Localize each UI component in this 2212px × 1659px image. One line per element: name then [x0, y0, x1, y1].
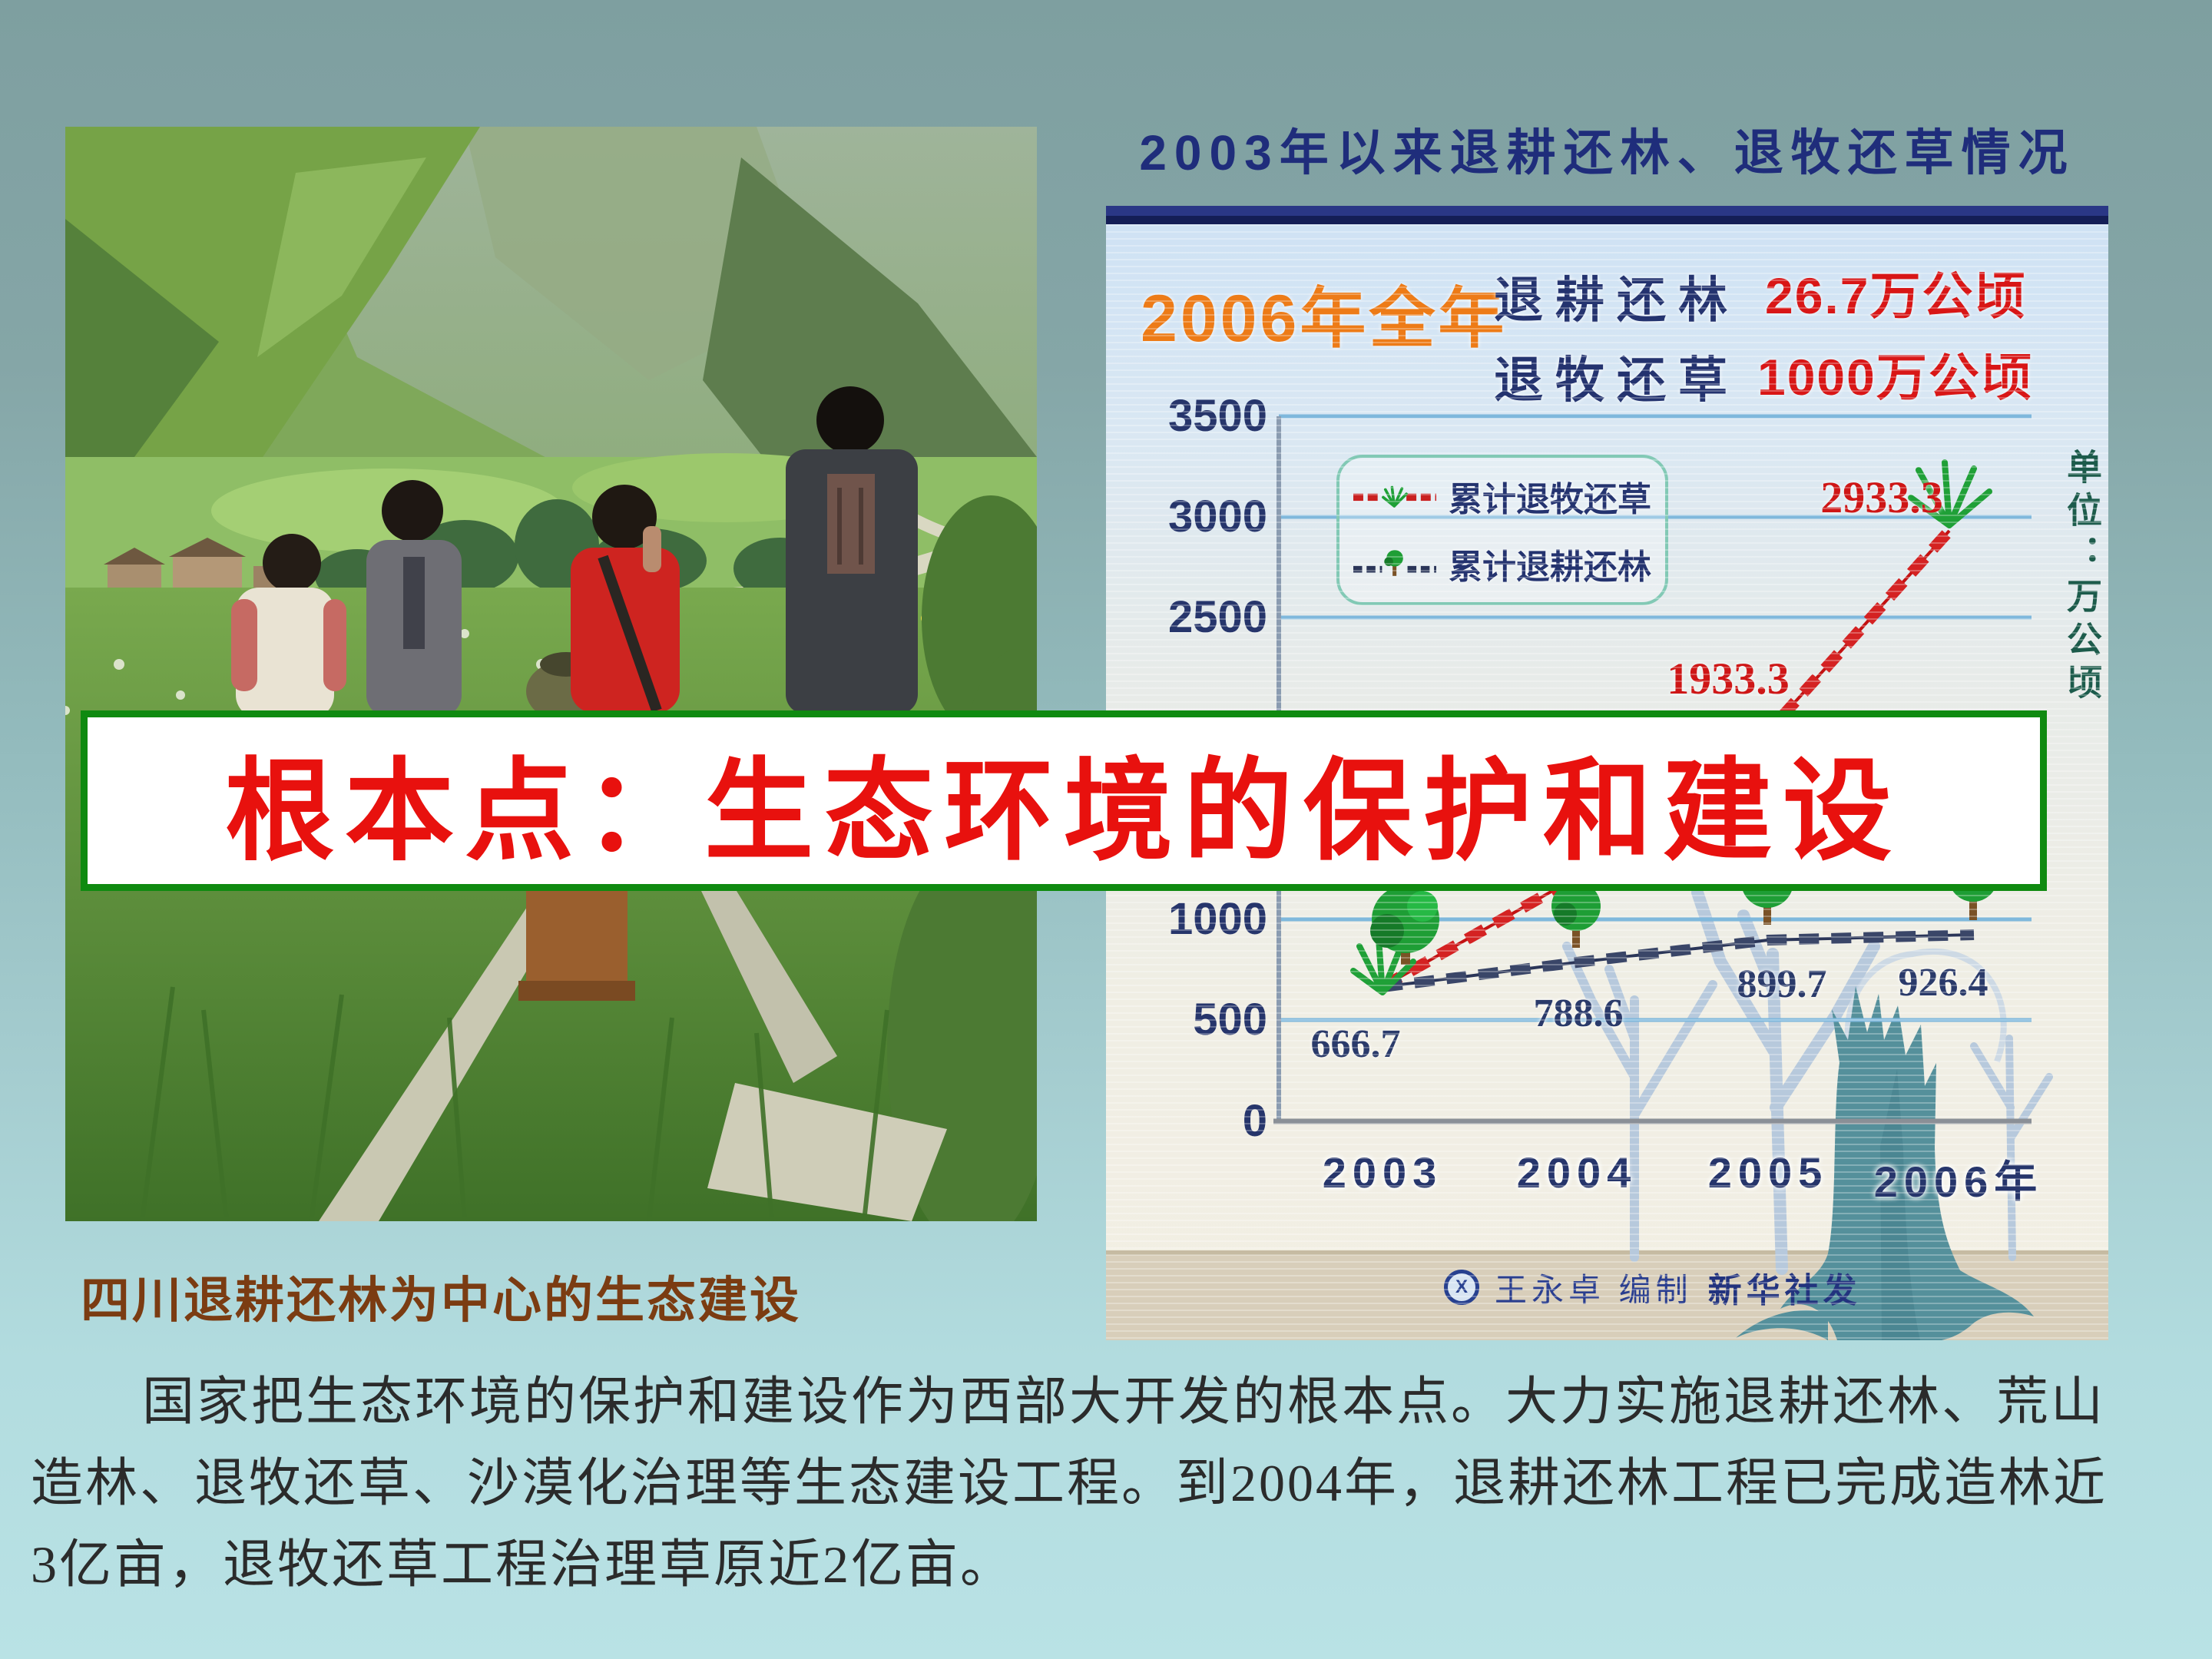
- chart-period-label: 2006年全年: [1141, 282, 1508, 356]
- concrete-channel: [319, 891, 574, 1221]
- navy-dashed-tree-marker-icon: [1353, 550, 1436, 576]
- ytick-0: 0: [1242, 1096, 1267, 1146]
- person-gray-jacket: [366, 480, 462, 717]
- person-red-shirt: [571, 485, 680, 713]
- person-vest: [231, 534, 346, 718]
- value-label-666: 666.7: [1310, 1022, 1401, 1066]
- credit-line: X 王永卓 编制 新华社发: [1444, 1263, 1862, 1312]
- header-row2-value: 1000万公顷: [1757, 349, 2033, 406]
- ytick-2500: 2500: [1167, 592, 1267, 642]
- headline-text: 根本点：生态环境的保护和建设: [225, 750, 1902, 874]
- dead-tree-icon: [1562, 886, 2053, 1275]
- chart-legend: 累计退牧还草 累计退耕还林: [1336, 455, 1668, 605]
- paragraph-line-3: 3亿亩，退牧还草工程治理草原近2亿亩。: [31, 1535, 1015, 1594]
- value-label-926: 926.4: [1898, 961, 1988, 1005]
- xtick-2004: 2004: [1516, 1148, 1637, 1197]
- concrete-channel-2: [701, 891, 837, 1083]
- red-dashed-grass-marker-icon: [1353, 485, 1436, 508]
- wooden-box-lid: [518, 981, 635, 1001]
- legend-label-herd: 累计退牧还草: [1449, 481, 1651, 518]
- body-paragraph: 国家把生态环境的保护和建设作为西部大开发的根本点。大力实施退耕还林、荒山 造林、…: [31, 1361, 2189, 1605]
- slope-highlight: [257, 157, 426, 357]
- chart-title: 2003年以来退耕还林、退牧还草情况: [1139, 125, 2075, 180]
- value-label-788: 788.6: [1533, 992, 1624, 1035]
- legend-row-herd: 累计退牧还草: [1353, 472, 1651, 521]
- headline-banner: 根本点：生态环境的保护和建设: [81, 710, 2047, 891]
- header-row2-label: 退牧还草: [1494, 353, 1740, 408]
- header-row1-value: 26.7万公顷: [1765, 267, 2027, 324]
- credit-agency: 新华社发: [1707, 1272, 1862, 1310]
- people-group: [231, 386, 918, 722]
- tall-grass-strokes: [140, 986, 889, 1221]
- valley-landscape-illustration: [65, 127, 1037, 1221]
- series-line-farm: [1382, 929, 1975, 992]
- grass-icon: [1350, 459, 1992, 995]
- xtick-2006: 2006年: [1873, 1157, 2044, 1206]
- ytick-3500: 3500: [1167, 391, 1267, 441]
- legend-row-farm: 累计退耕还林: [1353, 539, 1651, 588]
- ytick-500: 500: [1193, 995, 1267, 1045]
- photo-caption: 四川退耕还林为中心的生态建设: [81, 1273, 801, 1328]
- foreground-details: [140, 891, 947, 1221]
- left-slope-shadow: [65, 219, 219, 526]
- header-row1-label: 退耕还林: [1494, 273, 1740, 328]
- wooden-box: [526, 891, 628, 992]
- tree-stump-icon: [1736, 986, 2034, 1340]
- legend-label-farm: 累计退耕还林: [1449, 548, 1651, 586]
- paragraph-line-1: 国家把生态环境的保护和建设作为西部大开发的根本点。大力实施退耕还林、荒山: [142, 1373, 2106, 1431]
- xtick-2005: 2005: [1707, 1148, 1829, 1197]
- value-label-2933: 2933.3: [1820, 472, 1943, 522]
- person-dark-coat: [786, 386, 918, 714]
- ytick-1000: 1000: [1167, 894, 1267, 944]
- xinhua-logo-icon: X: [1444, 1270, 1479, 1305]
- field-photo: [65, 127, 1037, 1221]
- ground-edge: [1106, 1250, 2108, 1255]
- chart-title-underline: [1106, 206, 2108, 224]
- unit-label: 单位：万公顷: [2062, 449, 2102, 707]
- xtick-2003: 2003: [1322, 1148, 1443, 1197]
- paragraph-line-2: 造林、退牧还草、沙漠化治理等生态建设工程。到2004年，退耕还林工程已完成造林近: [31, 1454, 2108, 1512]
- ytick-3000: 3000: [1167, 492, 1267, 541]
- value-label-1933: 1933.3: [1667, 654, 1790, 704]
- credit-author: 王永卓 编制: [1495, 1271, 1693, 1308]
- value-label-899: 899.7: [1737, 962, 1827, 1006]
- plot-artwork: [1106, 414, 2108, 1340]
